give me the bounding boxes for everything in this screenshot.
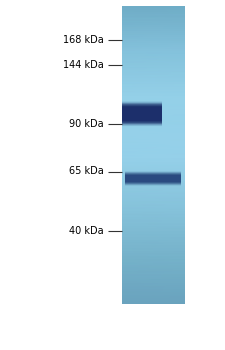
Bar	[122, 108, 162, 119]
Bar	[125, 173, 181, 184]
Bar	[122, 102, 162, 125]
Bar	[125, 171, 181, 186]
Bar	[125, 173, 181, 184]
Bar	[125, 175, 181, 182]
Bar	[125, 173, 181, 184]
Bar	[125, 174, 181, 183]
Bar	[122, 105, 162, 122]
Bar	[125, 174, 181, 183]
Bar	[122, 104, 162, 123]
Bar	[125, 175, 181, 182]
Text: 144 kDa: 144 kDa	[63, 60, 104, 70]
Bar	[122, 103, 162, 125]
Bar	[125, 173, 181, 184]
Bar	[122, 105, 162, 122]
Bar	[125, 171, 181, 186]
Bar	[122, 103, 162, 125]
Bar	[125, 174, 181, 183]
Bar	[125, 175, 181, 182]
Bar	[122, 105, 162, 122]
Bar	[125, 172, 181, 185]
Bar	[122, 102, 162, 126]
Bar	[122, 105, 162, 123]
Bar	[125, 172, 181, 185]
Bar	[125, 171, 181, 186]
Bar	[122, 108, 162, 120]
Bar	[125, 172, 181, 186]
Bar	[125, 172, 181, 186]
Bar	[125, 175, 181, 182]
Bar	[125, 174, 181, 183]
Bar	[122, 107, 162, 121]
Bar	[122, 101, 162, 126]
Bar	[122, 102, 162, 126]
Bar	[122, 108, 162, 120]
Bar	[125, 172, 181, 185]
Bar	[122, 104, 162, 124]
Bar	[122, 102, 162, 126]
Text: 90 kDa: 90 kDa	[69, 119, 104, 129]
Bar	[122, 104, 162, 124]
Bar	[122, 103, 162, 125]
Bar	[122, 108, 162, 119]
Bar	[125, 173, 181, 184]
Text: 40 kDa: 40 kDa	[69, 226, 104, 236]
Bar	[122, 108, 162, 119]
Bar	[125, 174, 181, 183]
Bar	[122, 107, 162, 120]
Bar	[125, 172, 181, 185]
Text: 65 kDa: 65 kDa	[69, 167, 104, 176]
Bar	[122, 104, 162, 123]
Bar	[125, 173, 181, 184]
Bar	[125, 171, 181, 186]
Text: 168 kDa: 168 kDa	[63, 35, 104, 45]
Bar	[122, 107, 162, 121]
Bar	[125, 175, 181, 182]
Bar	[122, 103, 162, 124]
Bar	[122, 106, 162, 121]
Bar	[125, 171, 181, 186]
Bar	[125, 174, 181, 183]
Bar	[125, 173, 181, 184]
Bar	[122, 107, 162, 120]
Bar	[122, 106, 162, 122]
Bar	[122, 101, 162, 127]
Bar	[125, 175, 181, 182]
Bar	[125, 175, 181, 182]
Bar	[122, 106, 162, 121]
Bar	[122, 101, 162, 127]
